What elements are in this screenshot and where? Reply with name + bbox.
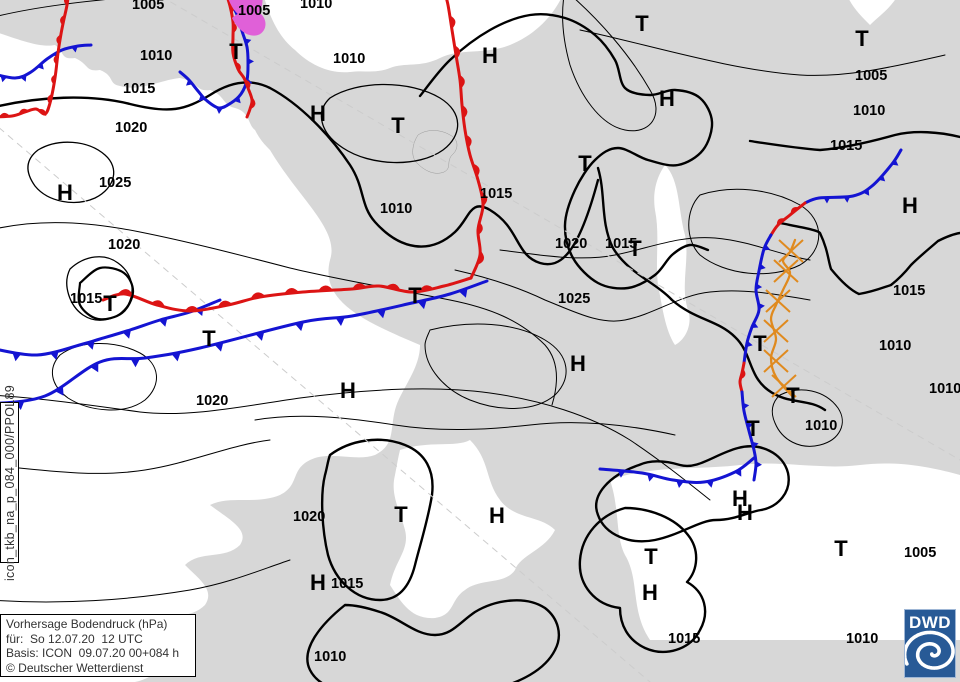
svg-text:1020: 1020 — [555, 236, 587, 252]
svg-text:T: T — [394, 502, 408, 527]
svg-text:T: T — [391, 113, 405, 138]
svg-text:T: T — [855, 26, 869, 51]
svg-text:H: H — [737, 500, 753, 525]
svg-text:T: T — [229, 39, 243, 64]
svg-text:1015: 1015 — [123, 81, 155, 97]
svg-text:H: H — [659, 86, 675, 111]
svg-text:T: T — [578, 151, 592, 176]
svg-text:H: H — [489, 503, 505, 528]
svg-text:1015: 1015 — [70, 291, 102, 307]
svg-text:1015: 1015 — [893, 283, 925, 299]
svg-text:1025: 1025 — [99, 175, 131, 191]
svg-text:1010: 1010 — [300, 0, 332, 12]
svg-text:T: T — [753, 331, 767, 356]
svg-text:1010: 1010 — [929, 381, 960, 397]
svg-text:T: T — [408, 283, 422, 308]
svg-text:T: T — [635, 11, 649, 36]
svg-text:T: T — [746, 416, 760, 441]
svg-text:H: H — [642, 580, 658, 605]
svg-text:H: H — [310, 570, 326, 595]
svg-text:T: T — [644, 544, 658, 569]
svg-text:T: T — [103, 291, 117, 316]
svg-text:1020: 1020 — [196, 393, 228, 409]
svg-text:H: H — [482, 43, 498, 68]
svg-text:1010: 1010 — [140, 48, 172, 64]
svg-text:1025: 1025 — [558, 291, 590, 307]
svg-text:1020: 1020 — [293, 509, 325, 525]
svg-text:1005: 1005 — [238, 3, 270, 19]
svg-text:1015: 1015 — [668, 631, 700, 647]
svg-text:1015: 1015 — [605, 236, 637, 252]
svg-text:T: T — [834, 536, 848, 561]
svg-text:H: H — [340, 378, 356, 403]
svg-text:1005: 1005 — [132, 0, 164, 13]
svg-text:1010: 1010 — [380, 201, 412, 217]
svg-text:1020: 1020 — [108, 237, 140, 253]
svg-text:H: H — [902, 193, 918, 218]
svg-text:H: H — [570, 351, 586, 376]
svg-text:T: T — [202, 326, 216, 351]
svg-text:1005: 1005 — [855, 68, 887, 84]
svg-text:T: T — [786, 383, 800, 408]
svg-text:1015: 1015 — [480, 186, 512, 202]
svg-text:H: H — [57, 180, 73, 205]
svg-text:1015: 1015 — [331, 576, 363, 592]
svg-text:1010: 1010 — [853, 103, 885, 119]
svg-text:1010: 1010 — [879, 338, 911, 354]
svg-text:H: H — [310, 101, 326, 126]
svg-text:1020: 1020 — [115, 120, 147, 136]
svg-text:1015: 1015 — [830, 138, 862, 154]
svg-text:1010: 1010 — [805, 418, 837, 434]
svg-text:1010: 1010 — [314, 649, 346, 665]
svg-text:1010: 1010 — [846, 631, 878, 647]
svg-text:1005: 1005 — [904, 545, 936, 561]
svg-text:1010: 1010 — [333, 51, 365, 67]
